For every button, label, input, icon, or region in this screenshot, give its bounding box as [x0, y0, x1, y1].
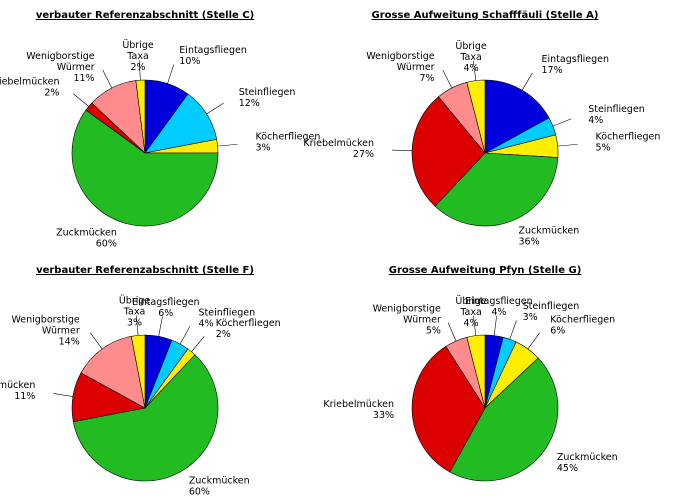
- slice-label: Übrige Taxa: [122, 40, 154, 62]
- slice-value-label: 2%: [44, 88, 59, 99]
- slice-value-label: 36%: [518, 237, 539, 248]
- slice-label: Übrige Taxa: [119, 295, 151, 317]
- pie-slice: [449, 357, 559, 482]
- leader-line: [447, 322, 457, 342]
- leader-line: [392, 149, 413, 152]
- slice-value-label: 3%: [523, 312, 538, 323]
- slice-label: Steinfliegen: [523, 301, 580, 312]
- slice-label: Übrige Taxa: [455, 296, 487, 318]
- slice-value-label: 4%: [491, 307, 506, 318]
- chart-title: verbauter Referenzabschnitt (Stelle F): [36, 265, 254, 276]
- slice-label: Übrige Taxa: [455, 41, 487, 63]
- slice-label: Steinfliegen: [239, 87, 296, 98]
- leader-line: [167, 64, 175, 84]
- pie-slice: [434, 152, 559, 227]
- slice-value-label: 2%: [216, 329, 231, 340]
- slice-value-label: 11%: [73, 73, 94, 84]
- slice-label: Kriebelmücken: [0, 380, 35, 391]
- slice-label: Eintagsfliegen: [465, 296, 533, 307]
- leader-line: [158, 316, 163, 337]
- leader-line: [442, 70, 453, 89]
- pie-slice: [411, 345, 486, 473]
- slice-value-label: 60%: [189, 487, 210, 498]
- slice-value-label: 3%: [256, 142, 271, 153]
- pie-slice: [71, 109, 219, 227]
- leader-line: [135, 315, 139, 336]
- slice-value-label: 4%: [198, 318, 213, 329]
- slice-label: Köcherfliegen: [596, 131, 661, 142]
- slice-label: Wenigborstige Würmer: [11, 314, 79, 336]
- leader-line: [73, 93, 89, 107]
- chart-title: verbauter Referenzabschnitt (Stelle C): [36, 10, 254, 21]
- slice-label: Kriebelmücken: [303, 138, 374, 149]
- pie-slice: [72, 354, 219, 482]
- slice-value-label: 6%: [550, 325, 565, 336]
- chart-title: Grosse Aufweitung Schafffäuli (Stelle A): [372, 10, 599, 21]
- slice-label: Zuckmücken: [518, 226, 579, 237]
- slice-label: Wenigborstige Würmer: [26, 51, 94, 73]
- slice-value-label: 14%: [59, 336, 80, 347]
- slice-label: Wenigborstige Würmer: [373, 303, 441, 325]
- slice-value-label: 4%: [464, 63, 479, 74]
- leader-line: [509, 320, 517, 340]
- slice-label: Eintagsfliegen: [179, 45, 247, 56]
- slice-label: Zuckmücken: [557, 452, 618, 463]
- leader-line: [102, 70, 113, 89]
- leader-line: [473, 60, 477, 81]
- leader-line: [217, 143, 238, 147]
- slice-label: Kriebelmücken: [0, 77, 59, 88]
- slice-value-label: 5%: [426, 325, 441, 336]
- slice-value-label: 10%: [179, 56, 200, 67]
- leader-line: [493, 315, 497, 336]
- leader-line: [90, 332, 103, 350]
- leader-line: [473, 315, 477, 336]
- pie-slice: [466, 79, 486, 154]
- slice-value-label: 17%: [542, 65, 563, 76]
- slice-value-label: 7%: [420, 73, 435, 84]
- pie-slice: [484, 79, 550, 154]
- leader-line: [206, 102, 224, 115]
- slice-value-label: 4%: [588, 115, 603, 126]
- slice-label: Köcherfliegen: [550, 314, 615, 325]
- slice-value-label: 45%: [557, 463, 578, 474]
- slice-label: Zuckmücken: [56, 228, 117, 239]
- slice-label: Kriebelmücken: [323, 399, 394, 410]
- slice-value-label: 33%: [373, 410, 394, 421]
- slice-label: Köcherfliegen: [256, 131, 321, 142]
- slice-value-label: 6%: [158, 308, 173, 319]
- slice-label: Eintagsfliegen: [132, 297, 200, 308]
- slice-value-label: 2%: [130, 62, 145, 73]
- leader-line: [138, 60, 141, 81]
- chart-title: Grosse Aufweitung Pfyn (Stelle G): [389, 265, 582, 276]
- leader-line: [552, 118, 572, 127]
- slice-value-label: 60%: [96, 239, 117, 250]
- slice-label: Wenigborstige Würmer: [366, 51, 434, 73]
- leader-line: [521, 72, 533, 91]
- leader-line: [527, 332, 540, 350]
- slice-value-label: 5%: [596, 142, 611, 153]
- slice-label: Steinfliegen: [588, 104, 645, 115]
- slice-label: Eintagsfliegen: [542, 54, 610, 65]
- slice-value-label: 11%: [14, 391, 35, 402]
- leader-line: [179, 326, 191, 345]
- leader-line: [557, 143, 578, 147]
- slice-value-label: 3%: [127, 317, 142, 328]
- pie-slice: [135, 79, 146, 154]
- slice-value-label: 27%: [353, 149, 374, 160]
- slice-label: Köcherfliegen: [216, 318, 281, 329]
- slice-label: Steinfliegen: [198, 307, 255, 318]
- slice-value-label: 12%: [239, 98, 260, 109]
- slice-label: Zuckmücken: [189, 476, 250, 487]
- slice-value-label: 4%: [464, 318, 479, 329]
- leader-line: [191, 336, 205, 352]
- leader-line: [53, 393, 73, 397]
